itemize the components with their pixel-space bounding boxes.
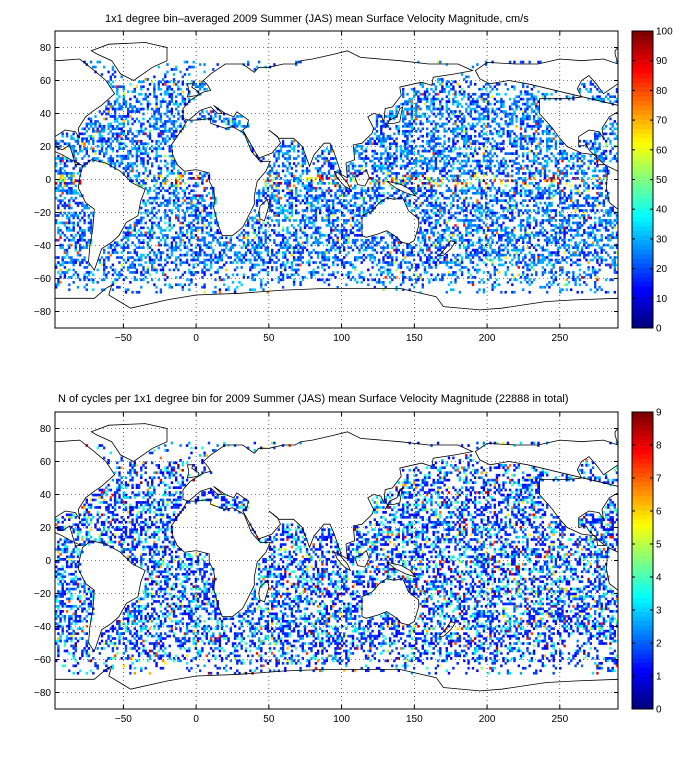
chart-2-ytick-label: 60 [40,457,52,468]
chart-2-xtick-label: 250 [551,714,568,725]
chart-1-ytick-label: 0 [45,175,51,186]
chart-1-ytick-label: −80 [34,307,51,318]
chart-1-grid [55,31,618,328]
chart-1-colorbar: 0 10 20 30 40 50 60 70 80 90 100 [631,27,673,335]
chart-1-xtick-label: 100 [333,333,350,344]
chart-2-xtick-label: 50 [263,714,275,725]
chart-2-ytick-label: −60 [34,655,51,666]
chart-1-ytick-label: 80 [40,43,52,54]
chart-2-xtick-label: −50 [115,714,132,725]
chart-1-colorbar-tick-label: 20 [656,264,668,275]
chart-2-colorbar-tick-label: 8 [656,441,662,452]
chart-2-colorbar-tick-label: 7 [656,474,662,485]
chart-1-ytick-label: −60 [34,274,51,285]
chart-2-ytick-label: −40 [34,622,51,633]
chart-2-grid [55,412,618,709]
chart-1-xtick-label: 200 [479,333,496,344]
chart-1-xtick-label: 50 [263,333,275,344]
chart-1-ytick-label: 40 [40,109,52,120]
chart-2-ytick-label: −20 [34,589,51,600]
chart-2-colorbar-tick-label: 0 [656,705,662,716]
chart-1-ytick-label: 20 [40,142,52,153]
chart-1-colorbar-tick-label: 30 [656,234,668,245]
chart-2-colorbar: 0 1 2 3 4 5 6 7 8 9 [631,408,662,716]
chart-1-colorbar-tick-label: 10 [656,294,668,305]
chart-1-ytick-label: −20 [34,208,51,219]
chart-1-xtick-label: −50 [115,333,132,344]
chart-2-plot: −50 0 50 100 150 200 250 −80 −60 −40 −20 0 20 40 60 80 [34,411,619,725]
chart-1-colorbar-tick-label: 40 [656,205,668,216]
chart-2-xtick-label: 200 [479,714,496,725]
chart-2-colorbar-tick-label: 1 [656,672,662,683]
chart-1-ytick-label: 60 [40,76,52,87]
chart-2-ytick-label: 80 [40,424,52,435]
chart-1-xtick-label: 0 [193,333,199,344]
chart-2-ytick-label: −80 [34,688,51,699]
chart-2-title: N of cycles per 1x1 degree bin for 2009 … [58,393,569,405]
chart-1-title: 1x1 degree bin–averaged 2009 Summer (JAS… [105,13,529,25]
chart-2-ytick-label: 40 [40,490,52,501]
chart-2-coastlines [55,423,618,709]
chart-2-colorbar-tick-label: 6 [656,507,662,518]
chart-2-ytick-label: 20 [40,523,52,534]
chart-2-xtick-label: 0 [193,714,199,725]
chart-2-bins [55,441,618,675]
chart-2-xtick-label: 150 [406,714,423,725]
chart-1-colorbar-tick-label: 80 [656,86,668,97]
chart-1-colorbar-tick-label: 50 [656,175,668,186]
chart-1-xtick-label: 150 [406,333,423,344]
chart-2-colorbar-tick-label: 2 [656,639,662,650]
chart-1-ytick-label: −40 [34,241,51,252]
chart-2-colorbar-tick-label: 5 [656,540,662,551]
chart-2-ytick-label: 0 [45,556,51,567]
chart-1-colorbar-tick-label: 70 [656,116,668,127]
chart-2-xtick-label: 100 [333,714,350,725]
chart-1-xtick-label: 250 [551,333,568,344]
chart-2-colorbar-tick-label: 3 [656,606,662,617]
chart-2-colorbar-tick-label: 4 [656,573,662,584]
chart-1-colorbar-tick-label: 90 [656,56,668,67]
chart-1-colorbar-tick-label: 100 [656,27,673,38]
chart-2-colorbar-tick-label: 9 [656,408,662,419]
chart-1-plot: −50 0 50 100 150 200 250 −80 −60 −40 −20 0 20 40 60 80 [34,30,619,344]
chart-1-colorbar-tick-label: 0 [656,324,662,335]
chart-1-colorbar-tick-label: 60 [656,145,668,156]
